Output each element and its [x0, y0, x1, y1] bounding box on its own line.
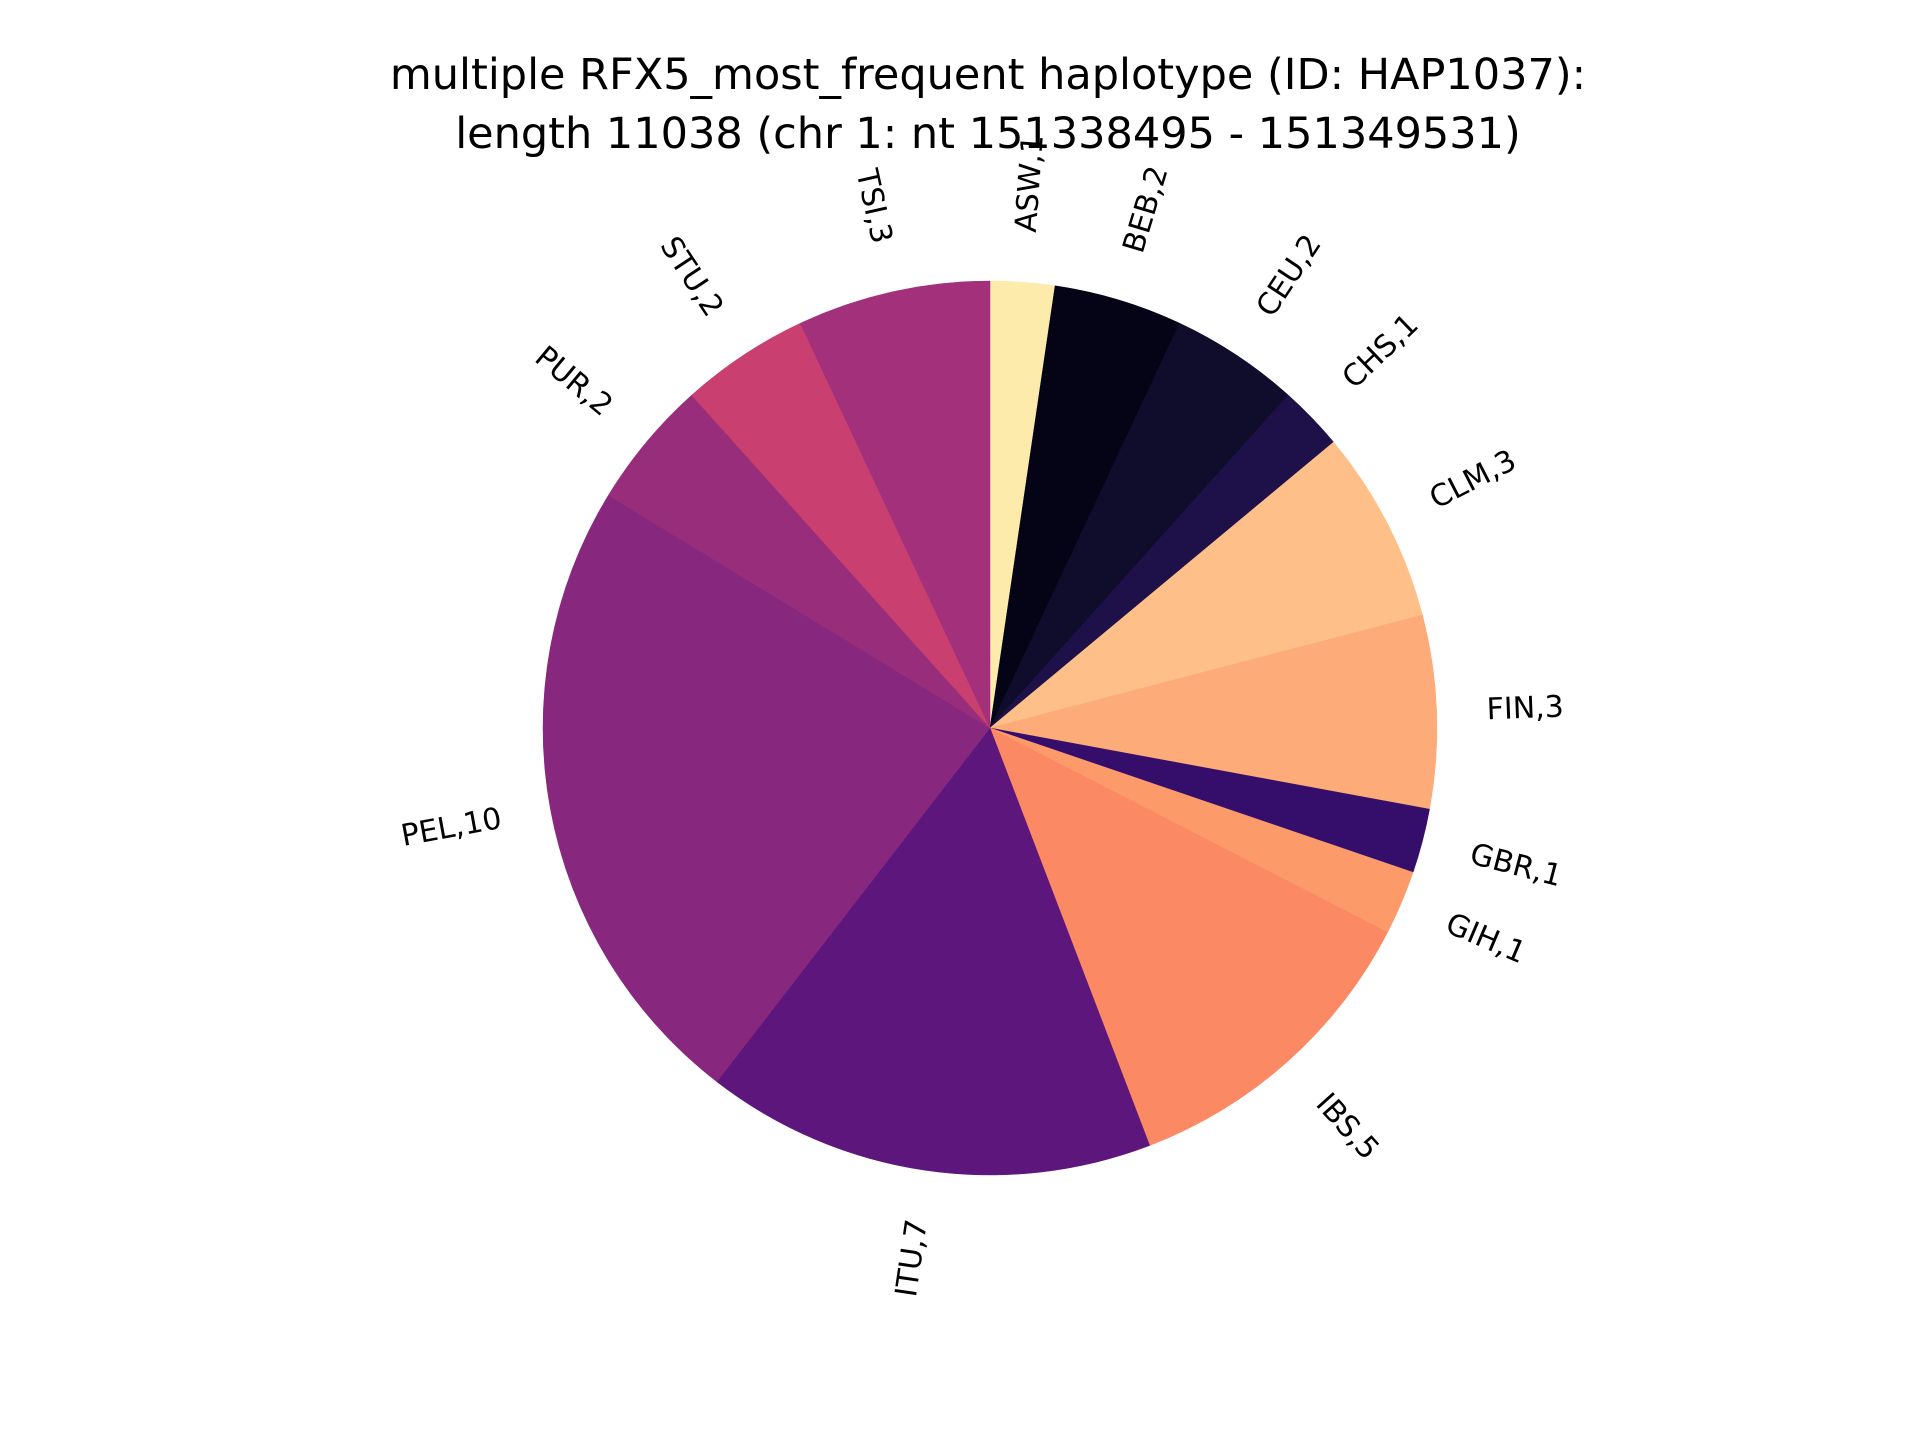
pie-slice-itu [716, 727, 1151, 1176]
slice-label-fin: FIN,3 [1486, 690, 1564, 728]
pie-slices [542, 280, 1438, 1176]
chart-title-line-2: length 11038 (chr 1: nt 151338495 - 1513… [455, 109, 1521, 159]
slice-label-itu: ITU,7 [889, 1217, 935, 1299]
slice-label-pel: PEL,10 [398, 801, 504, 854]
pie-slice-pel [542, 494, 991, 1083]
chart-title-line-1: multiple RFX5_most_frequent haplotype (I… [390, 50, 1586, 100]
slice-label-asw: ASW,1 [1009, 133, 1051, 233]
slice-label-clm: CLM,3 [1424, 443, 1522, 516]
slice-label-ceu: CEU,2 [1250, 228, 1329, 323]
slice-label-gbr: GBR,1 [1466, 837, 1565, 894]
pie-slice-tsi [799, 280, 991, 729]
slice-label-chs: CHS,1 [1336, 307, 1426, 395]
slice-label-beb: BEB,2 [1116, 162, 1175, 257]
slice-label-gih: GIH,1 [1441, 906, 1531, 971]
slice-label-tsi: TSI,3 [848, 165, 899, 247]
slice-label-pur: PUR,2 [528, 339, 619, 423]
slice-label-ibs: IBS,5 [1309, 1086, 1386, 1166]
slice-label-stu: STU,2 [653, 230, 731, 323]
pie-slice-ibs [989, 727, 1388, 1146]
pie-slice-clm [989, 441, 1423, 729]
pie-slice-fin [989, 614, 1438, 810]
